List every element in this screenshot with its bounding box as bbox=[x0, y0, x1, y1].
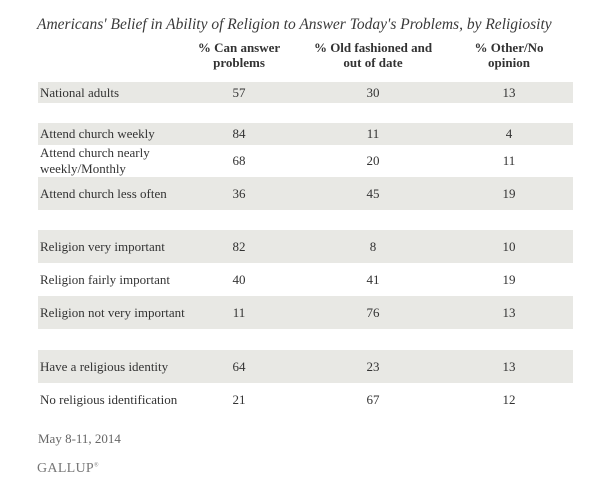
table-row: Have a religious identity 64 23 13 bbox=[38, 350, 573, 383]
table-row: Religion not very important 11 76 13 bbox=[38, 296, 573, 329]
cell-value: 76 bbox=[366, 304, 380, 320]
cell-value: 11 bbox=[502, 152, 516, 168]
cell-value: 64 bbox=[232, 358, 246, 374]
table-row: Attend church less often 36 45 19 bbox=[38, 177, 573, 210]
cell-value: 23 bbox=[366, 358, 380, 374]
cell-value: 36 bbox=[232, 185, 246, 201]
table-row: National adults 57 30 13 bbox=[38, 82, 573, 103]
column-header-old-fashioned: % Old fashioned and out of date bbox=[313, 40, 433, 70]
cell-value: 82 bbox=[232, 238, 246, 254]
table-row: Attend church weekly 84 11 4 bbox=[38, 123, 573, 145]
row-label: Attend church nearly weekly/Monthly bbox=[40, 144, 150, 176]
cell-value: 11 bbox=[366, 126, 380, 141]
row-label: Religion fairly important bbox=[40, 272, 170, 287]
cell-value: 30 bbox=[366, 84, 380, 100]
row-label: No religious identification bbox=[40, 391, 178, 407]
cell-value: 10 bbox=[502, 238, 516, 254]
cell-value: 84 bbox=[232, 126, 246, 141]
cell-value: 13 bbox=[502, 304, 516, 320]
cell-value: 8 bbox=[369, 238, 377, 254]
table-row: Religion very important 82 8 10 bbox=[38, 230, 573, 263]
row-label: Attend church weekly bbox=[40, 126, 155, 141]
cell-value: 21 bbox=[232, 391, 246, 407]
gallup-logo: GALLUP® bbox=[37, 461, 99, 476]
cell-value: 19 bbox=[502, 185, 516, 201]
table-row: Attend church nearly weekly/Monthly 68 20 1… bbox=[38, 144, 573, 177]
cell-value: 41 bbox=[366, 272, 380, 287]
row-label: Attend church less often bbox=[40, 185, 167, 201]
table-row: No religious identification 21 67 12 bbox=[38, 383, 573, 416]
cell-value: 11 bbox=[232, 304, 246, 320]
cell-value: 68 bbox=[232, 152, 246, 168]
survey-date: May 8-11, 2014 bbox=[38, 431, 121, 446]
table-row: Religion fairly important 40 41 19 bbox=[38, 263, 573, 297]
cell-value: 13 bbox=[502, 358, 516, 374]
row-label: National adults bbox=[40, 84, 120, 100]
cell-value: 19 bbox=[502, 272, 516, 287]
row-label: Have a religious identity bbox=[40, 358, 169, 374]
cell-value: 13 bbox=[502, 84, 516, 100]
cell-value: 67 bbox=[366, 391, 380, 407]
cell-value: 40 bbox=[232, 272, 246, 287]
table-title: Americans' Belief in Ability of Religion… bbox=[37, 16, 552, 33]
cell-value: 12 bbox=[502, 391, 516, 407]
column-header-can-answer: % Can answer problems bbox=[197, 40, 281, 70]
cell-value: 20 bbox=[366, 152, 380, 168]
cell-value: 45 bbox=[366, 185, 380, 201]
row-label: Religion not very important bbox=[40, 304, 185, 320]
cell-value: 4 bbox=[505, 126, 513, 141]
cell-value: 57 bbox=[232, 84, 246, 100]
column-header-other: % Other/No opinion bbox=[474, 40, 544, 70]
row-label: Religion very important bbox=[40, 238, 165, 254]
